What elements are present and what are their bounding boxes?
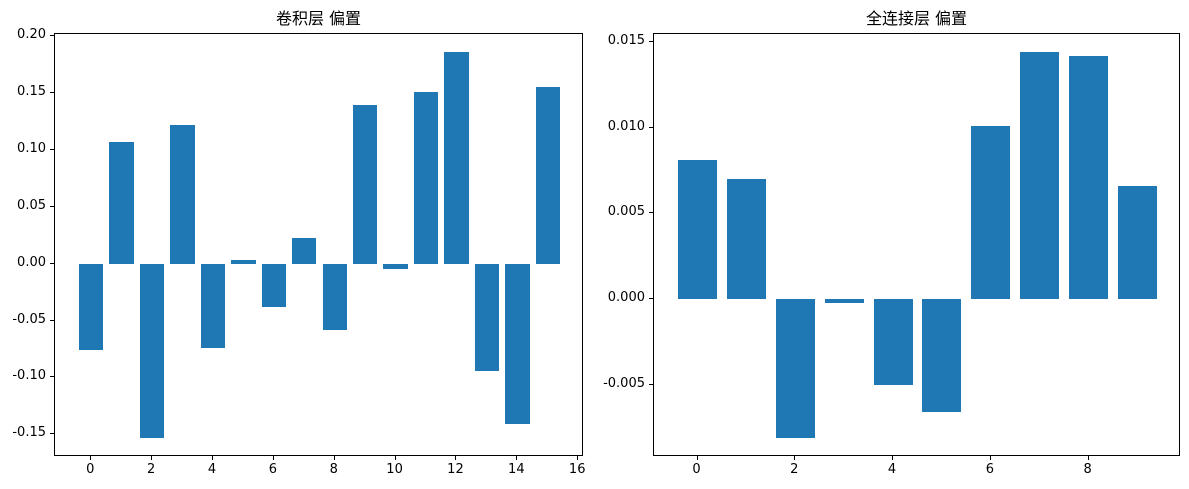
bar-0-13 xyxy=(474,263,500,371)
x-tick-label: 6 xyxy=(985,462,994,477)
x-tick-label: 6 xyxy=(268,462,277,477)
bar-1-6 xyxy=(971,126,1011,300)
x-tick-label: 12 xyxy=(447,462,464,477)
bar-0-3 xyxy=(170,124,195,264)
x-tick-mark xyxy=(211,456,213,460)
chart-title-conv-bias: 卷积层 偏置 xyxy=(275,9,362,28)
bar-1-8 xyxy=(1069,55,1109,300)
x-tick-label: 8 xyxy=(329,462,338,477)
y-tick-mark xyxy=(50,319,54,321)
y-tick-mark xyxy=(50,148,54,150)
y-tick-label: 0.000 xyxy=(607,290,645,306)
y-tick-label: 0.10 xyxy=(17,140,46,156)
x-tick-label: 2 xyxy=(146,462,156,477)
y-tick-label: -0.15 xyxy=(12,425,46,441)
plot-area-fc-bias xyxy=(653,33,1180,456)
plot-area-conv-bias xyxy=(54,33,583,456)
y-tick-mark xyxy=(50,262,54,264)
x-tick-mark xyxy=(577,456,579,460)
x-tick-label: 0 xyxy=(692,462,701,477)
bar-0-0 xyxy=(79,263,104,351)
y-tick-label: 0.005 xyxy=(607,204,645,220)
x-tick-mark xyxy=(394,456,396,460)
x-tick-mark xyxy=(892,456,894,460)
y-tick-mark xyxy=(649,383,653,385)
bar-0-2 xyxy=(139,263,165,438)
bar-0-11 xyxy=(413,91,439,264)
x-tick-mark xyxy=(333,456,335,460)
bar-0-10 xyxy=(383,263,408,269)
x-tick-mark xyxy=(794,456,796,460)
x-tick-mark xyxy=(989,456,991,460)
x-tick-label: 16 xyxy=(568,462,586,477)
x-tick-mark xyxy=(272,456,274,460)
bar-0-5 xyxy=(231,259,256,264)
bar-0-7 xyxy=(292,237,317,264)
y-tick-mark xyxy=(50,433,54,435)
x-tick-mark xyxy=(151,456,153,460)
x-tick-mark xyxy=(90,456,92,460)
y-tick-mark xyxy=(649,41,653,43)
bar-1-5 xyxy=(922,299,962,413)
y-tick-label: -0.05 xyxy=(12,311,46,327)
y-tick-label: 0.15 xyxy=(17,84,46,100)
y-tick-mark xyxy=(649,212,653,214)
y-tick-mark xyxy=(649,298,653,300)
x-tick-mark xyxy=(696,456,698,460)
bar-1-0 xyxy=(677,160,718,300)
y-tick-label: 0.010 xyxy=(607,118,645,134)
bar-0-1 xyxy=(109,142,134,264)
x-tick-label: 10 xyxy=(386,462,403,477)
bar-1-2 xyxy=(775,299,815,438)
x-tick-label: 0 xyxy=(86,462,95,477)
x-tick-mark xyxy=(516,456,518,460)
x-tick-label: 4 xyxy=(207,462,217,477)
x-tick-mark xyxy=(455,456,457,460)
y-tick-label: 0.015 xyxy=(607,33,645,49)
chart-title-fc-bias: 全连接层 偏置 xyxy=(865,9,968,28)
y-tick-label: -0.005 xyxy=(603,375,645,391)
y-tick-mark xyxy=(50,35,54,37)
y-tick-label: 0.00 xyxy=(17,254,46,270)
y-tick-label: 0.05 xyxy=(17,197,46,213)
x-tick-label: 2 xyxy=(790,462,799,477)
bar-0-14 xyxy=(505,263,530,425)
bar-1-1 xyxy=(726,179,766,300)
bar-1-9 xyxy=(1117,186,1158,300)
bar-0-4 xyxy=(200,263,226,348)
y-tick-label: -0.10 xyxy=(12,368,46,384)
bar-0-9 xyxy=(352,104,378,264)
y-tick-mark xyxy=(50,92,54,94)
bar-0-8 xyxy=(322,263,347,330)
bar-1-4 xyxy=(873,299,913,385)
x-tick-mark xyxy=(1087,456,1089,460)
y-tick-mark xyxy=(649,126,653,128)
bar-1-3 xyxy=(824,299,864,303)
x-tick-label: 8 xyxy=(1083,462,1092,477)
y-tick-label: 0.20 xyxy=(17,27,46,43)
x-tick-label: 4 xyxy=(887,462,897,477)
y-tick-mark xyxy=(50,205,54,207)
bar-0-15 xyxy=(535,87,560,264)
bar-0-6 xyxy=(261,263,286,307)
y-tick-mark xyxy=(50,376,54,378)
x-tick-label: 14 xyxy=(508,462,525,477)
bar-0-12 xyxy=(444,52,469,264)
bar-1-7 xyxy=(1020,52,1060,300)
